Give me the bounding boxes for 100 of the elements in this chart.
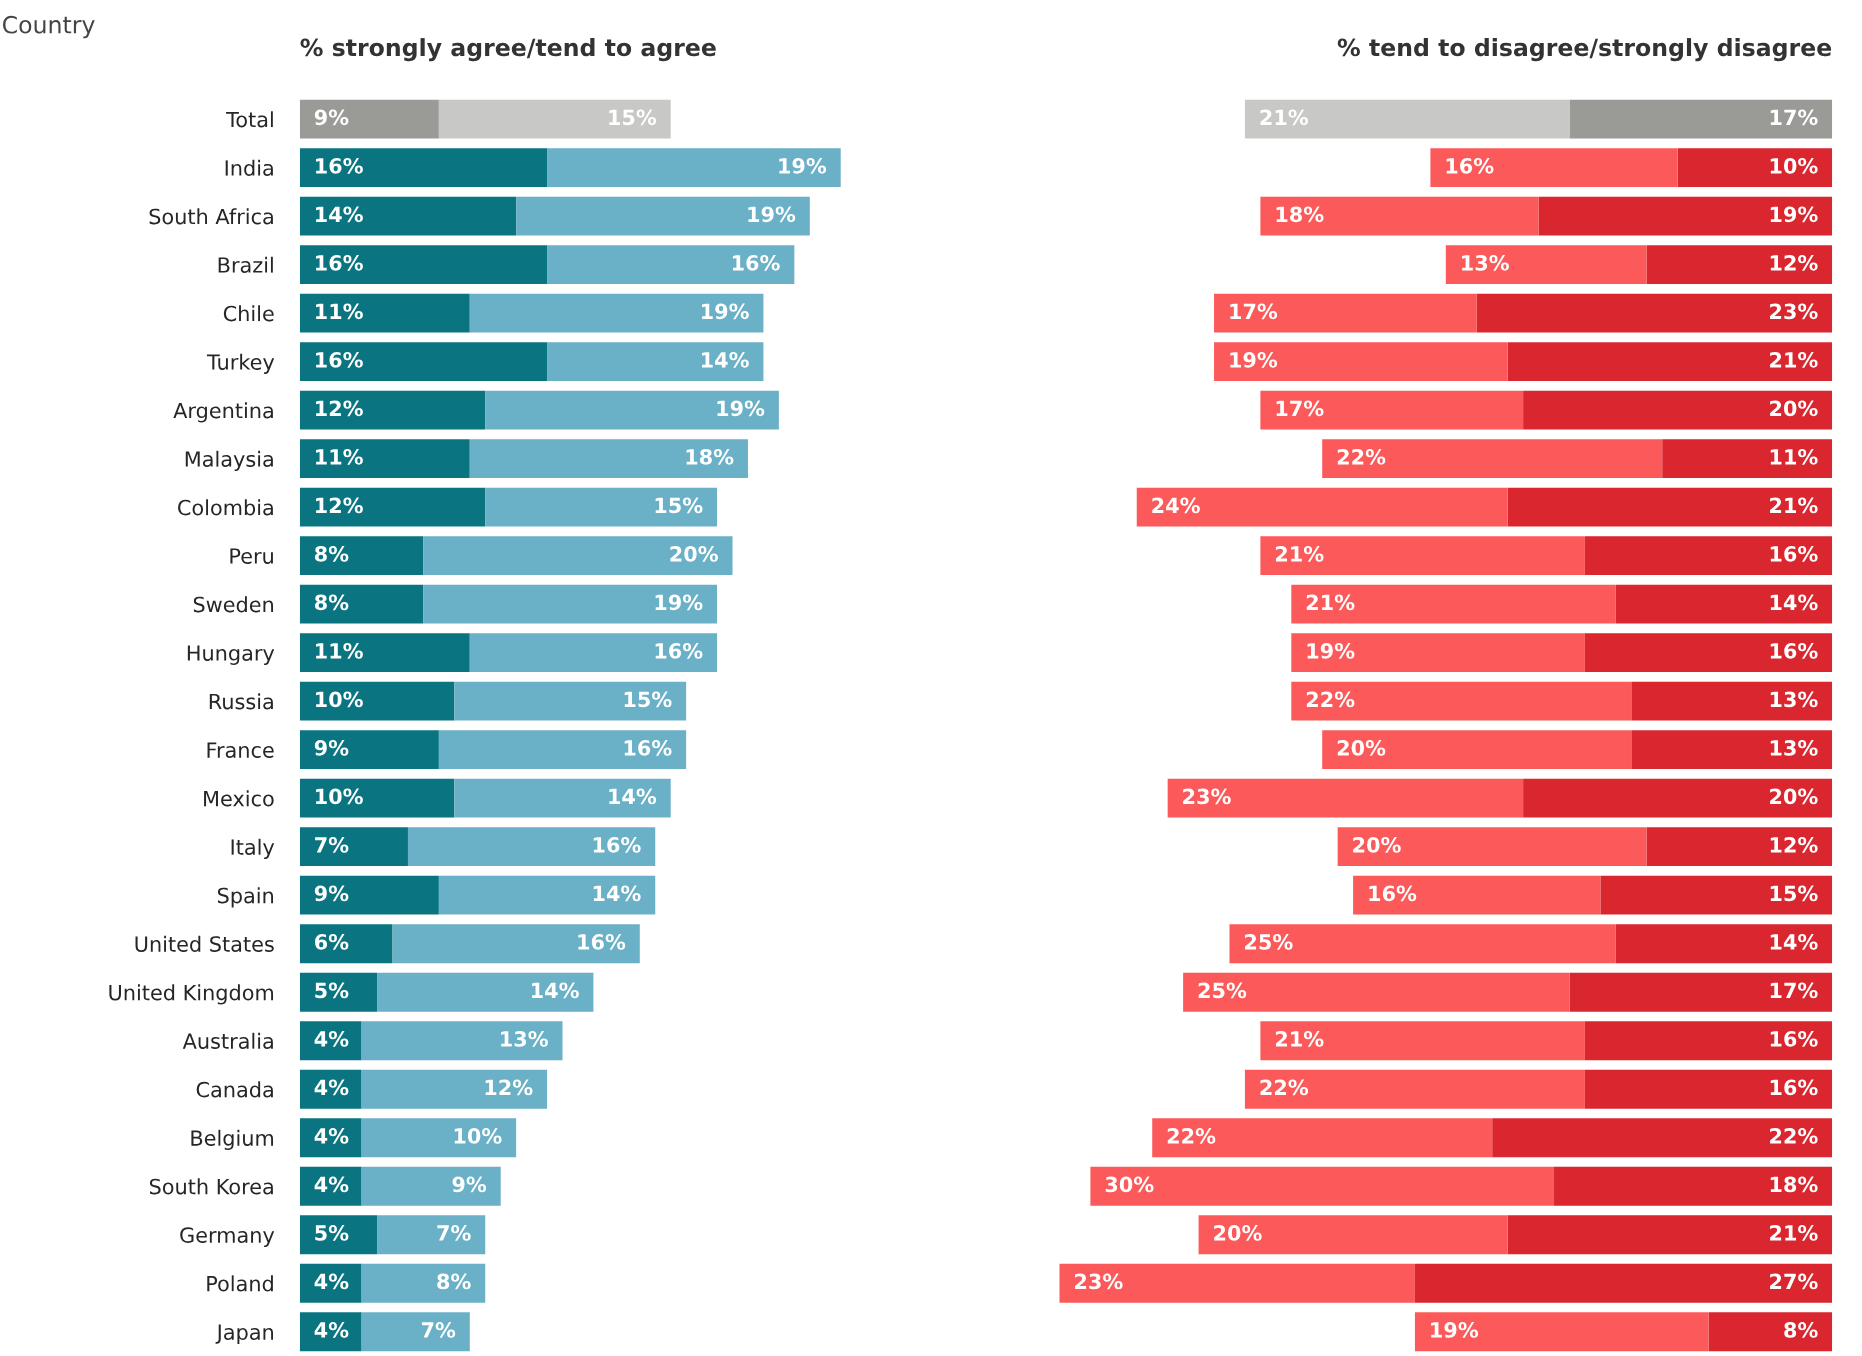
- bar: [299, 487, 486, 527]
- data-label: 4%: [314, 1273, 349, 1290]
- bar: [1615, 924, 1833, 964]
- data-label: 21%: [1306, 594, 1355, 611]
- bar: [547, 245, 795, 285]
- y-tick-label: Peru: [230, 548, 273, 564]
- y-tick-label: Chile: [223, 305, 274, 322]
- bar: [485, 487, 718, 527]
- data-label: 12%: [1770, 254, 1818, 271]
- data-label: 14%: [609, 788, 657, 805]
- bar: [423, 536, 733, 576]
- data-label: 16%: [1770, 1079, 1818, 1096]
- data-label: 12%: [485, 1079, 533, 1096]
- bar: [1198, 1215, 1508, 1255]
- data-label: 20%: [1353, 837, 1401, 853]
- data-label: 10%: [454, 1128, 502, 1144]
- data-label: 17%: [1770, 982, 1818, 999]
- data-label: 16%: [1770, 545, 1818, 562]
- data-label: 9%: [314, 109, 349, 126]
- y-tick-label: Sweden: [193, 596, 274, 613]
- bar: [1260, 1021, 1585, 1061]
- data-label: 19%: [779, 157, 827, 174]
- data-label: 24%: [1152, 497, 1200, 514]
- bar: [299, 633, 470, 673]
- bar: [485, 390, 779, 430]
- bar: [469, 633, 718, 673]
- bar: [1244, 1069, 1585, 1109]
- bar: [377, 1215, 486, 1255]
- bar: [1136, 487, 1508, 527]
- data-label: 23%: [1770, 303, 1818, 320]
- bar: [1569, 972, 1833, 1012]
- data-label: 16%: [593, 837, 641, 853]
- bar: [1414, 1263, 1833, 1303]
- bar: [1167, 778, 1524, 818]
- data-label: 13%: [1462, 254, 1509, 271]
- data-label: 19%: [1230, 351, 1278, 368]
- bar: [438, 730, 687, 770]
- bar: [423, 584, 718, 624]
- data-label: 21%: [1275, 1031, 1324, 1047]
- y-tick-label: Malaysia: [185, 450, 273, 471]
- data-label: 15%: [624, 691, 672, 708]
- data-label: 9%: [314, 885, 349, 902]
- data-label: 16%: [316, 157, 363, 174]
- data-label: 10%: [1770, 157, 1818, 174]
- bar: [1584, 1069, 1833, 1109]
- data-label: 21%: [1770, 1225, 1818, 1241]
- data-label: 8%: [314, 594, 349, 611]
- bar: [1507, 487, 1833, 527]
- data-label: 16%: [1770, 1031, 1818, 1047]
- data-label: 5%: [315, 982, 349, 999]
- data-label: 15%: [655, 497, 703, 514]
- bar: [299, 148, 548, 188]
- data-label: 17%: [1276, 400, 1324, 417]
- data-label: 4%: [314, 1031, 349, 1047]
- data-label: 16%: [1369, 885, 1417, 902]
- data-label: 20%: [1770, 788, 1818, 805]
- bar: [299, 584, 424, 624]
- data-label: 16%: [578, 934, 626, 950]
- bar: [1260, 536, 1585, 576]
- data-label: 22%: [1337, 448, 1386, 465]
- data-label: 8%: [314, 545, 349, 562]
- bar: [361, 1118, 517, 1158]
- data-label: 11%: [1770, 448, 1818, 465]
- data-label: 25%: [1198, 982, 1247, 999]
- bar: [454, 778, 671, 818]
- data-label: 12%: [1770, 837, 1818, 853]
- y-tick-label: Poland: [207, 1275, 273, 1292]
- data-label: 27%: [1770, 1273, 1818, 1290]
- data-label: 21%: [1275, 545, 1324, 562]
- bar: [361, 1263, 486, 1303]
- chart-title: % tend to disagree/strongly disagree: [1337, 38, 1832, 62]
- data-label: 14%: [701, 351, 749, 368]
- y-tick-label: Hungary: [187, 645, 275, 665]
- bar: [1430, 148, 1678, 188]
- data-label: 12%: [316, 497, 363, 514]
- data-label: 5%: [315, 1225, 349, 1241]
- bar: [1523, 390, 1833, 430]
- bar: [361, 1069, 548, 1109]
- bar: [1059, 1263, 1415, 1303]
- bar: [299, 196, 517, 236]
- y-tick-label: Belgium: [191, 1129, 274, 1150]
- bar: [299, 342, 548, 382]
- data-label: 18%: [1770, 1176, 1818, 1193]
- data-label: 15%: [1770, 885, 1818, 902]
- bar: [1445, 245, 1647, 285]
- bar: [547, 342, 764, 382]
- bar: [299, 778, 455, 818]
- bar: [1631, 730, 1833, 770]
- data-label: 6%: [314, 934, 349, 950]
- bar: [469, 439, 748, 479]
- bar: [299, 730, 439, 770]
- data-label: 4%: [314, 1176, 349, 1193]
- y-tick-label: Australia: [182, 1032, 273, 1049]
- data-label: 13%: [1770, 740, 1818, 756]
- data-label: 12%: [316, 400, 363, 417]
- bar: [377, 972, 594, 1012]
- bar: [299, 99, 439, 139]
- bar: [454, 681, 687, 721]
- bar: [299, 1312, 362, 1352]
- bar: [299, 245, 548, 285]
